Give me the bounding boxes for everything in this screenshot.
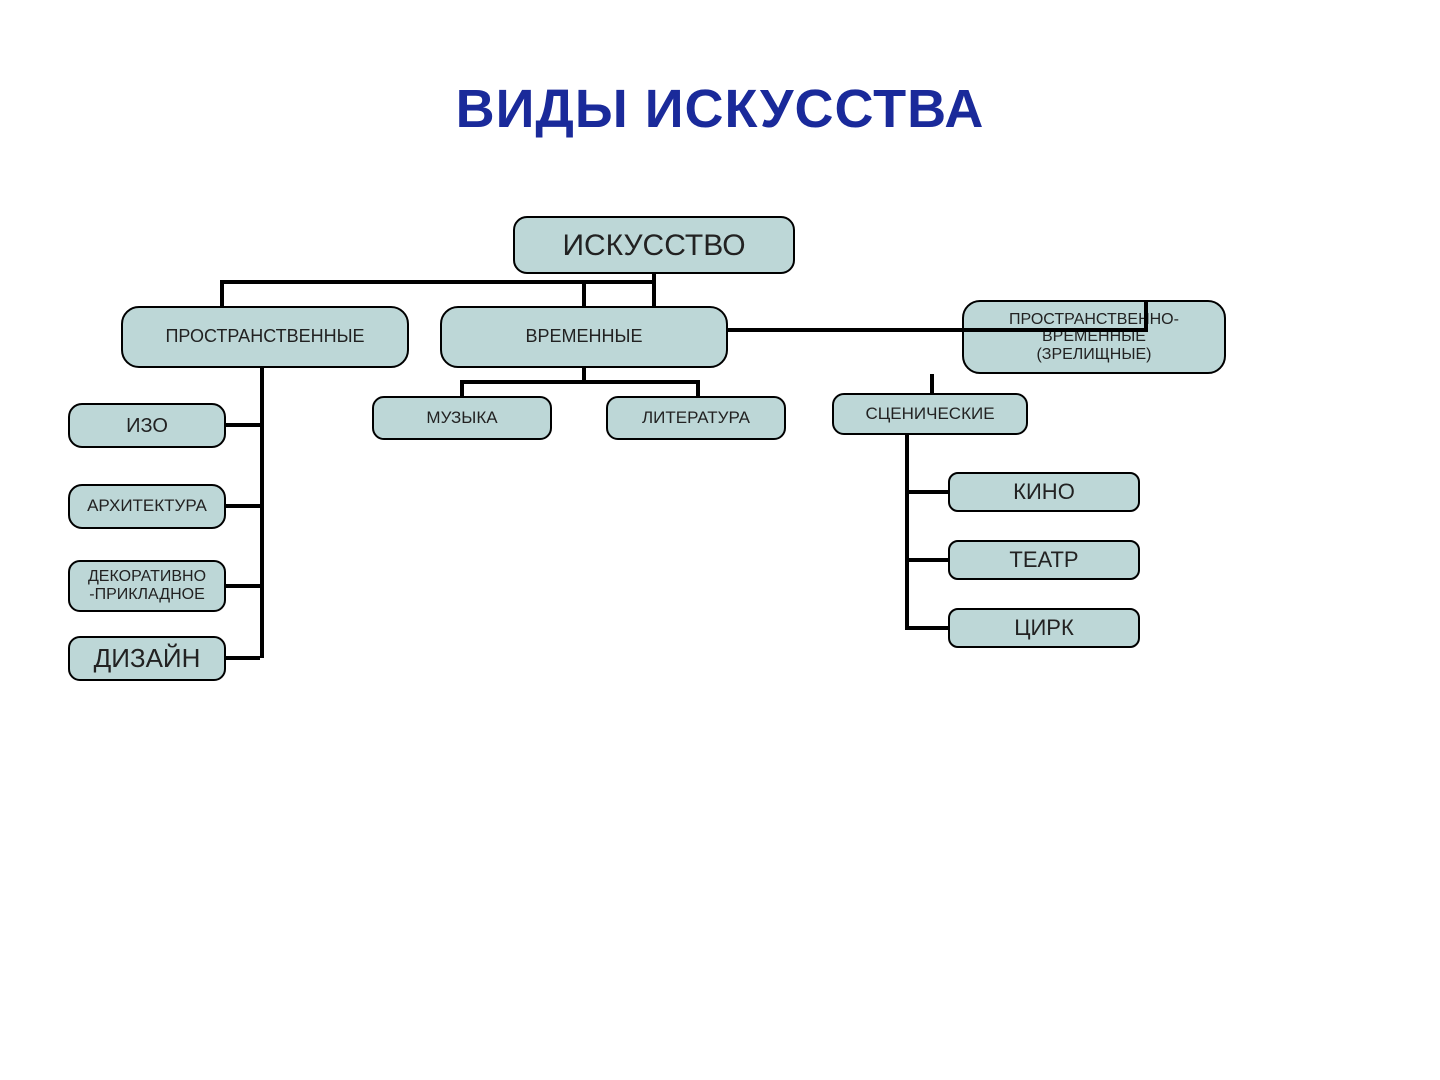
- node-izo: ИЗО: [68, 403, 226, 448]
- connector: [226, 504, 260, 508]
- connector: [905, 435, 909, 629]
- connector: [905, 490, 948, 494]
- page-title: ВИДЫ ИСКУССТВА: [0, 78, 1440, 140]
- node-theatre: ТЕАТР: [948, 540, 1140, 580]
- node-circus: ЦИРК: [948, 608, 1140, 648]
- connector: [905, 558, 948, 562]
- node-root: ИСКУССТВО: [513, 216, 795, 274]
- node-music: МУЗЫКА: [372, 396, 552, 440]
- diagram-stage: ВИДЫ ИСКУССТВА ИСКУССТВО ПРОСТРАНСТВЕННЫЕ…: [0, 0, 1440, 1080]
- connector: [226, 423, 260, 427]
- node-spatiotemp: ПРОСТРАНСТВЕННО- ВРЕМЕННЫЕ (ЗРЕЛИЩНЫЕ): [962, 300, 1226, 374]
- node-cinema: КИНО: [948, 472, 1140, 512]
- connector: [696, 380, 700, 396]
- connector: [930, 374, 934, 393]
- node-stage: СЦЕНИЧЕСКИЕ: [832, 393, 1028, 435]
- node-dpi: ДЕКОРАТИВНО -ПРИКЛАДНОЕ: [68, 560, 226, 612]
- connector: [582, 280, 586, 306]
- node-spatial: ПРОСТРАНСТВЕННЫЕ: [121, 306, 409, 368]
- connector: [460, 380, 464, 396]
- node-arch: АРХИТЕКТУРА: [68, 484, 226, 529]
- connector: [1144, 300, 1148, 328]
- connector: [220, 280, 656, 284]
- node-temporal: ВРЕМЕННЫЕ: [440, 306, 728, 368]
- connector: [728, 328, 1148, 332]
- connector: [226, 656, 260, 660]
- connector: [220, 280, 224, 306]
- connector: [226, 584, 260, 588]
- node-design: ДИЗАЙН: [68, 636, 226, 681]
- connector: [460, 380, 700, 384]
- connector: [652, 274, 656, 306]
- connector: [905, 626, 948, 630]
- connector: [260, 368, 264, 658]
- node-lit: ЛИТЕРАТУРА: [606, 396, 786, 440]
